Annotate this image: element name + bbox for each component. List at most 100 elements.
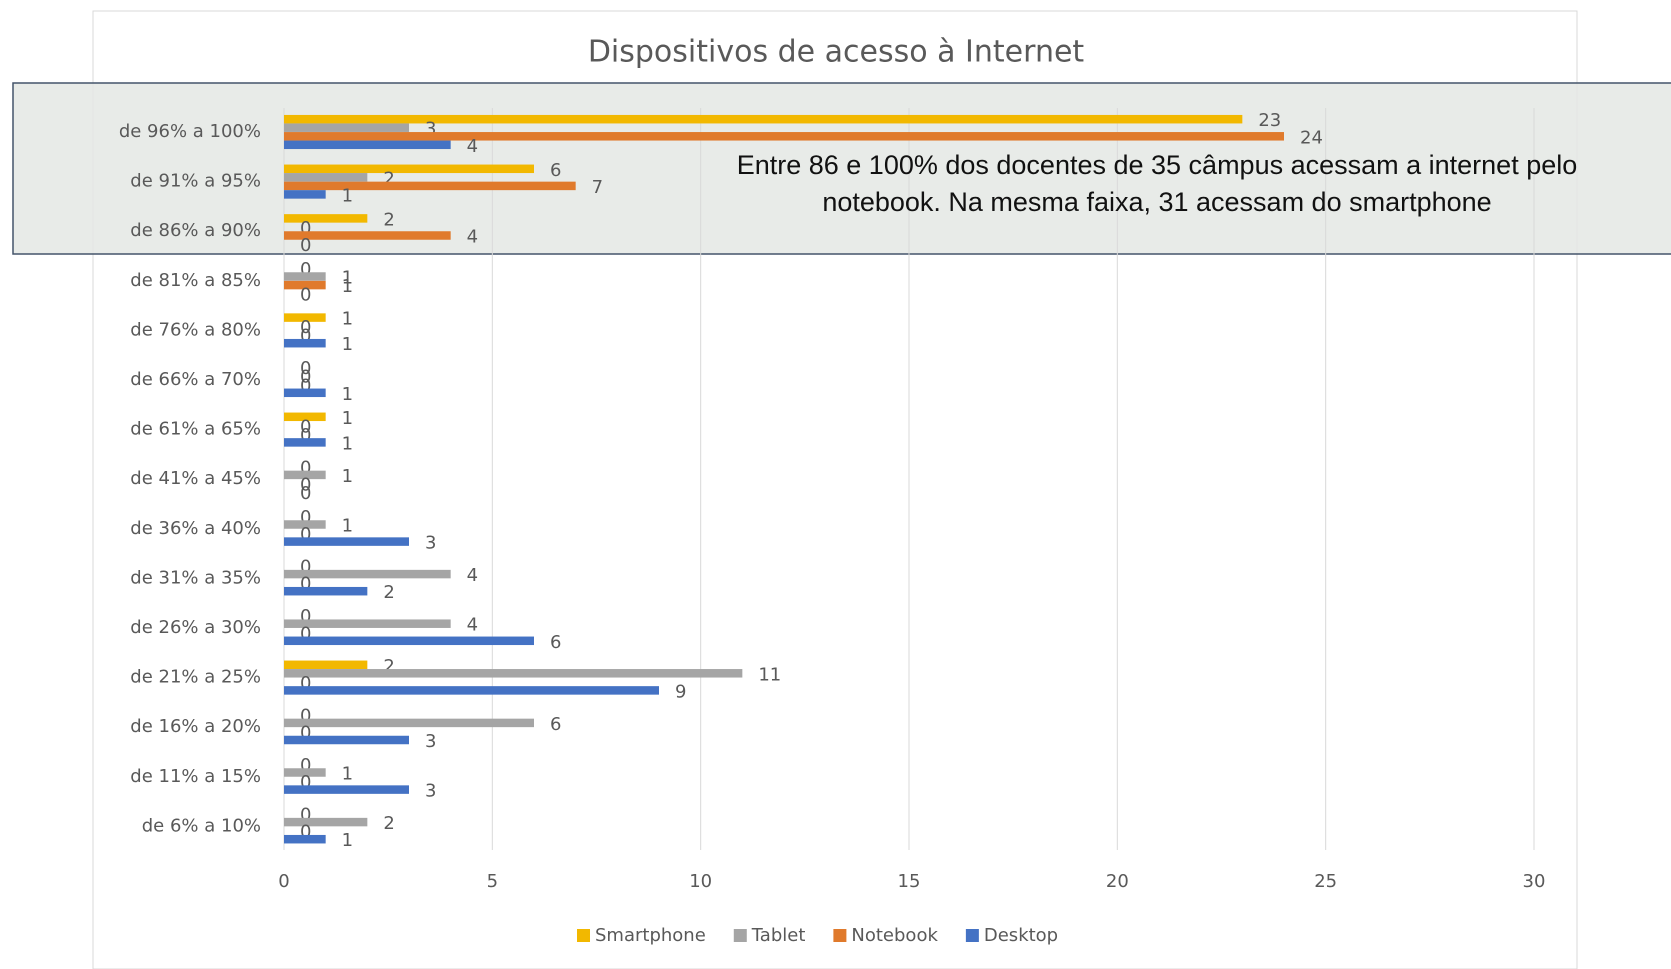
data-label: 3 (425, 533, 436, 554)
data-label: 7 (592, 177, 603, 198)
data-label: 4 (467, 136, 478, 157)
data-label: 23 (1258, 110, 1281, 131)
bar (284, 231, 451, 240)
x-tick-label: 30 (1523, 871, 1546, 892)
y-tick-label: de 21% a 25% (130, 667, 261, 688)
data-label: 0 (300, 557, 311, 578)
y-tick-label: de 76% a 80% (130, 319, 261, 340)
data-label: 9 (675, 681, 686, 702)
data-label: 0 (300, 425, 311, 446)
legend-label: Notebook (851, 925, 938, 946)
legend-swatch (577, 929, 590, 942)
bar (284, 140, 451, 150)
data-label: 2 (383, 656, 394, 677)
y-tick-label: de 11% a 15% (130, 766, 261, 787)
bar (284, 768, 326, 777)
y-tick-label: de 6% a 10% (142, 815, 261, 836)
bar (284, 173, 368, 182)
data-label: 0 (300, 326, 311, 347)
y-tick-label: de 36% a 40% (130, 518, 261, 539)
data-label: 1 (342, 334, 353, 355)
data-label: 0 (300, 358, 311, 379)
legend-swatch (833, 929, 847, 942)
data-label: 1 (342, 764, 353, 785)
y-tick-label: de 16% a 20% (130, 716, 261, 737)
data-label: 11 (758, 664, 781, 685)
annotation: Entre 86 e 100% dos docentes de 35 câmpu… (737, 150, 1578, 180)
data-label: 0 (300, 317, 311, 338)
x-tick-label: 25 (1314, 871, 1337, 892)
bar (284, 636, 534, 646)
data-label: 1 (342, 830, 353, 851)
bar (284, 123, 409, 132)
legend-label: Desktop (984, 925, 1058, 946)
data-label: 3 (425, 119, 436, 140)
bar (284, 619, 451, 628)
bar (284, 686, 659, 695)
data-label: 0 (300, 673, 311, 694)
bar (284, 569, 451, 579)
data-label: 1 (342, 276, 353, 297)
bar (284, 785, 409, 794)
data-label: 1 (342, 466, 353, 487)
y-tick-label: de 41% a 45% (130, 468, 261, 489)
data-label: 4 (467, 227, 478, 248)
bar (284, 190, 326, 199)
data-label: 3 (425, 731, 436, 752)
data-label: 4 (467, 615, 478, 636)
y-tick-label: de 61% a 65% (130, 419, 261, 440)
data-label: 24 (1300, 127, 1323, 148)
bar (284, 280, 326, 290)
data-label: 2 (383, 813, 394, 834)
data-label: 0 (300, 623, 311, 644)
bar (284, 520, 326, 529)
data-label: 1 (342, 433, 353, 454)
data-label: 0 (300, 574, 311, 595)
data-label: 0 (300, 235, 311, 256)
data-label: 6 (550, 160, 561, 181)
data-label: 1 (342, 384, 353, 405)
data-label: 0 (300, 507, 311, 528)
data-label: 6 (550, 632, 561, 653)
bar (284, 388, 326, 398)
data-label: 0 (300, 457, 311, 478)
data-label: 2 (383, 582, 394, 603)
chart-title: Dispositivos de acesso à Internet (588, 35, 1085, 70)
data-label: 1 (342, 408, 353, 429)
data-label: 4 (467, 565, 478, 586)
legend-label: Smartphone (595, 925, 706, 946)
data-label: 0 (300, 285, 311, 306)
bar (284, 164, 534, 174)
x-tick-label: 10 (689, 871, 712, 892)
bar (284, 537, 409, 546)
bar (284, 272, 326, 281)
x-tick-label: 15 (898, 871, 921, 892)
data-label: 1 (342, 185, 353, 206)
bar (284, 114, 1243, 124)
y-tick-label: de 31% a 35% (130, 567, 261, 588)
data-label: 0 (300, 475, 311, 496)
x-tick-label: 5 (487, 871, 498, 892)
annotation: notebook. Na mesma faixa, 31 acessam do … (822, 187, 1491, 217)
bar (284, 412, 326, 422)
bar (284, 834, 326, 844)
x-tick-label: 0 (278, 871, 289, 892)
y-tick-label: de 96% a 100% (119, 121, 261, 142)
bar (284, 718, 534, 728)
y-tick-label: de 81% a 85% (130, 270, 261, 291)
data-label: 0 (300, 375, 311, 396)
data-label: 1 (342, 309, 353, 330)
x-tick-label: 20 (1106, 871, 1129, 892)
data-label: 0 (300, 416, 311, 437)
bar (284, 660, 368, 670)
data-label: 0 (300, 259, 311, 280)
data-label: 0 (300, 524, 311, 545)
y-tick-label: de 26% a 30% (130, 617, 261, 638)
bar (284, 338, 326, 348)
bar (284, 586, 368, 596)
y-tick-label: de 86% a 90% (130, 220, 261, 241)
data-label: 0 (300, 805, 311, 826)
data-label: 0 (300, 367, 311, 388)
